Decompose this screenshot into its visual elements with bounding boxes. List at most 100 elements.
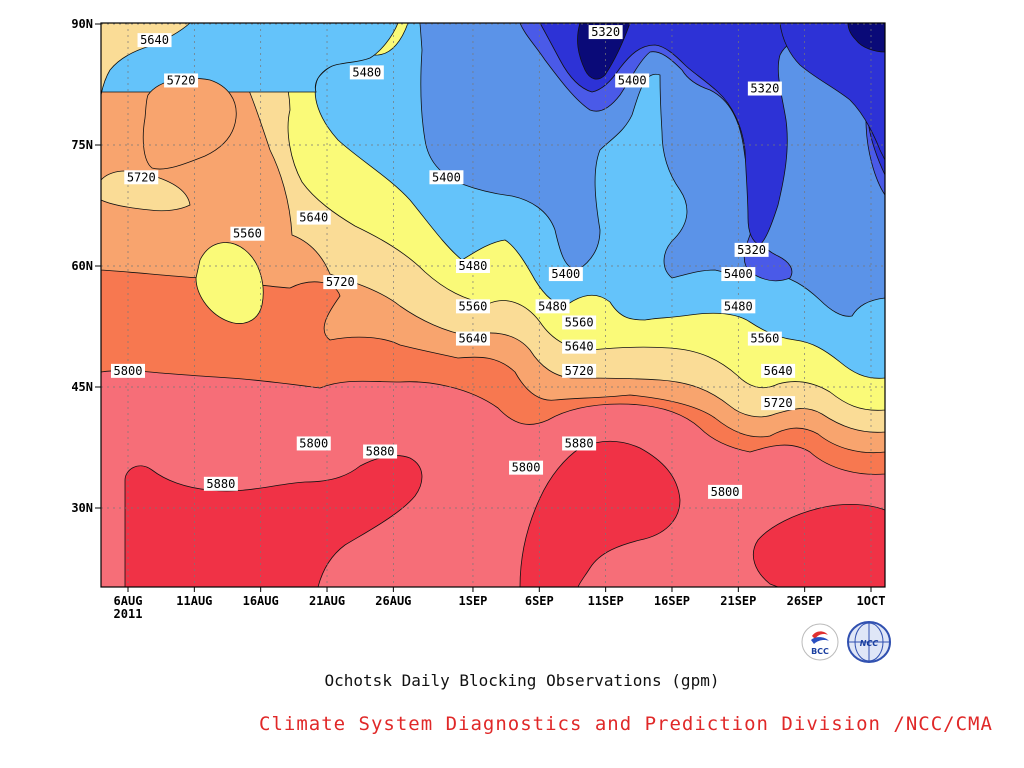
contour-label-layer: 5320 5640 5480 5720 5400 5320 5720 5400 5640 5560… xyxy=(111,25,796,499)
contour-region-17 xyxy=(124,455,423,587)
contour-fill-layer xyxy=(101,23,885,587)
contour-label-bg-7 xyxy=(429,170,464,185)
contour-chart: 5320 5640 5480 5720 5400 5320 5720 5400 5640 5560… xyxy=(71,17,886,621)
ncc-logo-icon: NCC xyxy=(846,620,892,664)
contour-label-bg-17 xyxy=(721,299,756,314)
contour-label-bg-23 xyxy=(562,363,597,378)
bcc-logo-text: BCC xyxy=(811,647,829,656)
x-tick-label-4: 26AUG xyxy=(375,594,411,608)
plot-border xyxy=(100,22,886,588)
contour-label-26: 5800 xyxy=(299,436,328,450)
contour-region-11 xyxy=(847,23,885,53)
chart-subtitle: Climate System Diagnostics and Predictio… xyxy=(259,713,993,735)
contour-label-11: 5320 xyxy=(737,243,766,257)
x-tick-label-10: 26SEP xyxy=(787,594,823,608)
contour-label-bg-18 xyxy=(562,315,597,330)
contour-label-bg-5 xyxy=(747,81,782,96)
contour-label-bg-8 xyxy=(296,210,331,225)
contour-label-1: 5640 xyxy=(140,33,169,47)
contour-label-23: 5720 xyxy=(565,364,594,378)
contour-label-bg-16 xyxy=(535,299,570,314)
contour-label-bg-11 xyxy=(734,242,769,257)
contour-label-14: 5720 xyxy=(326,275,355,289)
bcc-logo-icon: BCC xyxy=(800,622,840,662)
contour-label-2: 5480 xyxy=(352,65,381,79)
contour-label-bg-20 xyxy=(747,331,782,346)
contour-label-bg-22 xyxy=(111,363,145,378)
ncc-logo-text: NCC xyxy=(860,639,879,648)
contour-label-bg-12 xyxy=(548,267,583,282)
contour-label-6: 5720 xyxy=(127,170,156,184)
contour-label-bg-4 xyxy=(615,73,650,88)
y-tick-label-1: 75N xyxy=(71,138,93,152)
contour-label-5: 5320 xyxy=(750,82,779,96)
contour-label-0: 5320 xyxy=(591,25,620,39)
contour-label-bg-14 xyxy=(323,275,358,290)
x-axis-ticks: 6AUG 11AUG 16AUG 21AUG 26AUG 1SEP 6SEP 11SEP 16S… xyxy=(114,587,886,621)
contour-label-8: 5640 xyxy=(299,211,328,225)
contour-region-19 xyxy=(753,503,885,587)
x-tick-label-3: 21AUG xyxy=(309,594,345,608)
x-tick-label-11: 1OCT xyxy=(857,594,886,608)
contour-label-17: 5480 xyxy=(724,299,753,313)
contour-label-12: 5400 xyxy=(551,267,580,281)
contour-label-bg-10 xyxy=(455,259,490,273)
contour-label-bg-3 xyxy=(164,73,199,88)
plot-frame xyxy=(100,22,886,588)
contour-label-24: 5640 xyxy=(764,364,793,378)
contour-label-bg-25 xyxy=(761,396,796,411)
contour-label-21: 5640 xyxy=(565,340,594,354)
x-tick-label-2: 16AUG xyxy=(243,594,279,608)
contour-label-bg-26 xyxy=(296,436,331,451)
contour-label-15: 5560 xyxy=(459,299,488,313)
y-tick-label-3: 45N xyxy=(71,380,93,394)
contour-label-16: 5480 xyxy=(538,299,567,313)
x-tick-label-6: 6SEP xyxy=(525,594,554,608)
contour-label-3: 5720 xyxy=(167,73,196,87)
contour-label-22: 5800 xyxy=(114,364,143,378)
x-tick-label-5: 1SEP xyxy=(459,594,488,608)
x-tick-label-9: 21SEP xyxy=(720,594,756,608)
y-tick-label-4: 30N xyxy=(71,501,93,515)
contour-label-bg-6 xyxy=(124,170,159,185)
x-year-label: 2011 xyxy=(114,607,143,621)
contour-region-14 xyxy=(142,77,237,170)
contour-label-bg-21 xyxy=(562,339,597,354)
contour-label-bg-2 xyxy=(349,65,384,80)
contour-label-bg-24 xyxy=(761,363,796,378)
contour-label-29: 5800 xyxy=(512,461,541,475)
contour-region-18 xyxy=(519,440,681,587)
x-tick-label-1: 11AUG xyxy=(176,594,212,608)
contour-label-bg-15 xyxy=(455,299,490,314)
contour-label-18: 5560 xyxy=(565,315,594,329)
contour-label-bg-28 xyxy=(562,436,597,451)
contour-label-bg-1 xyxy=(137,33,172,48)
contour-label-bg-27 xyxy=(363,444,398,459)
chart-title: Ochotsk Daily Blocking Observations (gpm… xyxy=(324,671,720,690)
x-tick-label-7: 11SEP xyxy=(588,594,624,608)
contour-label-bg-19 xyxy=(455,331,490,346)
contour-label-7: 5400 xyxy=(432,170,461,184)
y-tick-label-0: 90N xyxy=(71,17,93,31)
contour-label-30: 5880 xyxy=(206,477,235,491)
contour-label-13: 5400 xyxy=(724,267,753,281)
contour-label-19: 5640 xyxy=(459,332,488,346)
contour-label-27: 5880 xyxy=(366,445,395,459)
contour-region-13 xyxy=(195,242,264,324)
contour-label-bg-13 xyxy=(721,267,756,282)
x-tick-label-0: 6AUG xyxy=(114,594,143,608)
contour-label-25: 5720 xyxy=(764,396,793,410)
contour-region-15 xyxy=(101,23,191,96)
contour-label-4: 5400 xyxy=(618,73,647,87)
contour-label-bg-0 xyxy=(588,25,623,40)
y-axis-ticks: 90N 75N 60N 45N 30N xyxy=(71,17,101,515)
contour-region-10 xyxy=(779,23,885,161)
contour-label-bg-9 xyxy=(230,226,265,241)
contour-label-bg-30 xyxy=(203,476,238,491)
contour-label-10: 5480 xyxy=(459,259,488,273)
contour-label-bg-29 xyxy=(509,460,544,475)
x-tick-label-8: 16SEP xyxy=(654,594,690,608)
contour-label-31: 5800 xyxy=(711,485,740,499)
contour-label-28: 5880 xyxy=(565,436,594,450)
